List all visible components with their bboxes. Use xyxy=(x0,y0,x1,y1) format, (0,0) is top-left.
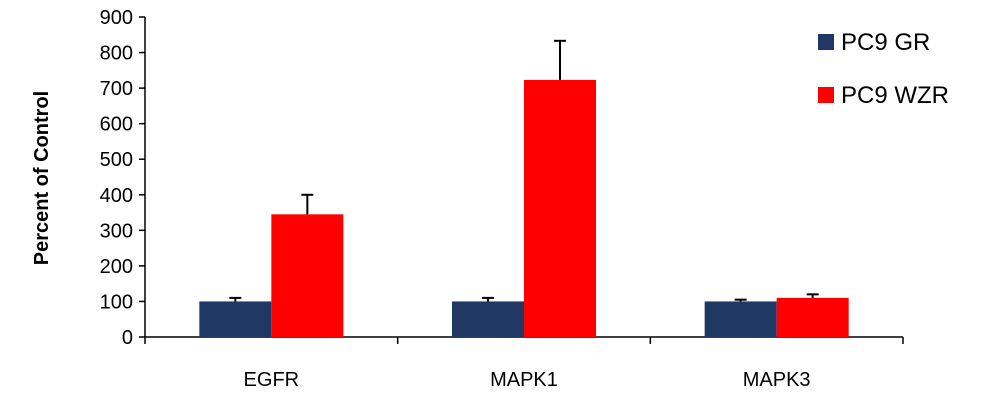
y-tick-label: 700 xyxy=(100,78,133,100)
y-tick-label: 100 xyxy=(100,291,133,313)
legend-label: PC9 WZR xyxy=(841,82,949,109)
y-tick-label: 600 xyxy=(100,114,133,136)
bar-pc9-gr-mapk3 xyxy=(704,301,777,337)
y-tick-label: 900 xyxy=(100,7,133,29)
y-axis-title: Percent of Control xyxy=(31,91,53,265)
y-tick-label: 300 xyxy=(100,220,133,242)
legend-swatch xyxy=(818,87,834,103)
plot-area: 0 100 200 300 400 500 600 700 800 900 EGFR MAPK1 MAP… xyxy=(100,7,904,391)
legend-label: PC9 GR xyxy=(841,29,930,56)
bar-pc9-wzr-egfr xyxy=(271,214,344,337)
y-tick-label: 400 xyxy=(100,185,133,207)
x-tick-label: MAPK3 xyxy=(743,369,811,391)
legend: PC9 GR PC9 WZR xyxy=(818,29,949,109)
y-tick-label: 800 xyxy=(100,43,133,65)
bar-pc9-wzr-mapk1 xyxy=(524,79,596,337)
y-tick-label: 200 xyxy=(100,256,133,278)
bar-pc9-gr-mapk1 xyxy=(452,301,524,337)
y-tick-label: 0 xyxy=(122,327,133,349)
y-tick-label: 500 xyxy=(100,149,133,171)
bar-pc9-gr-egfr xyxy=(199,301,272,337)
x-tick-label: MAPK1 xyxy=(490,369,558,391)
bar-pc9-wzr-mapk3 xyxy=(776,297,849,337)
x-tick-label: EGFR xyxy=(244,369,300,391)
legend-swatch xyxy=(818,34,834,50)
